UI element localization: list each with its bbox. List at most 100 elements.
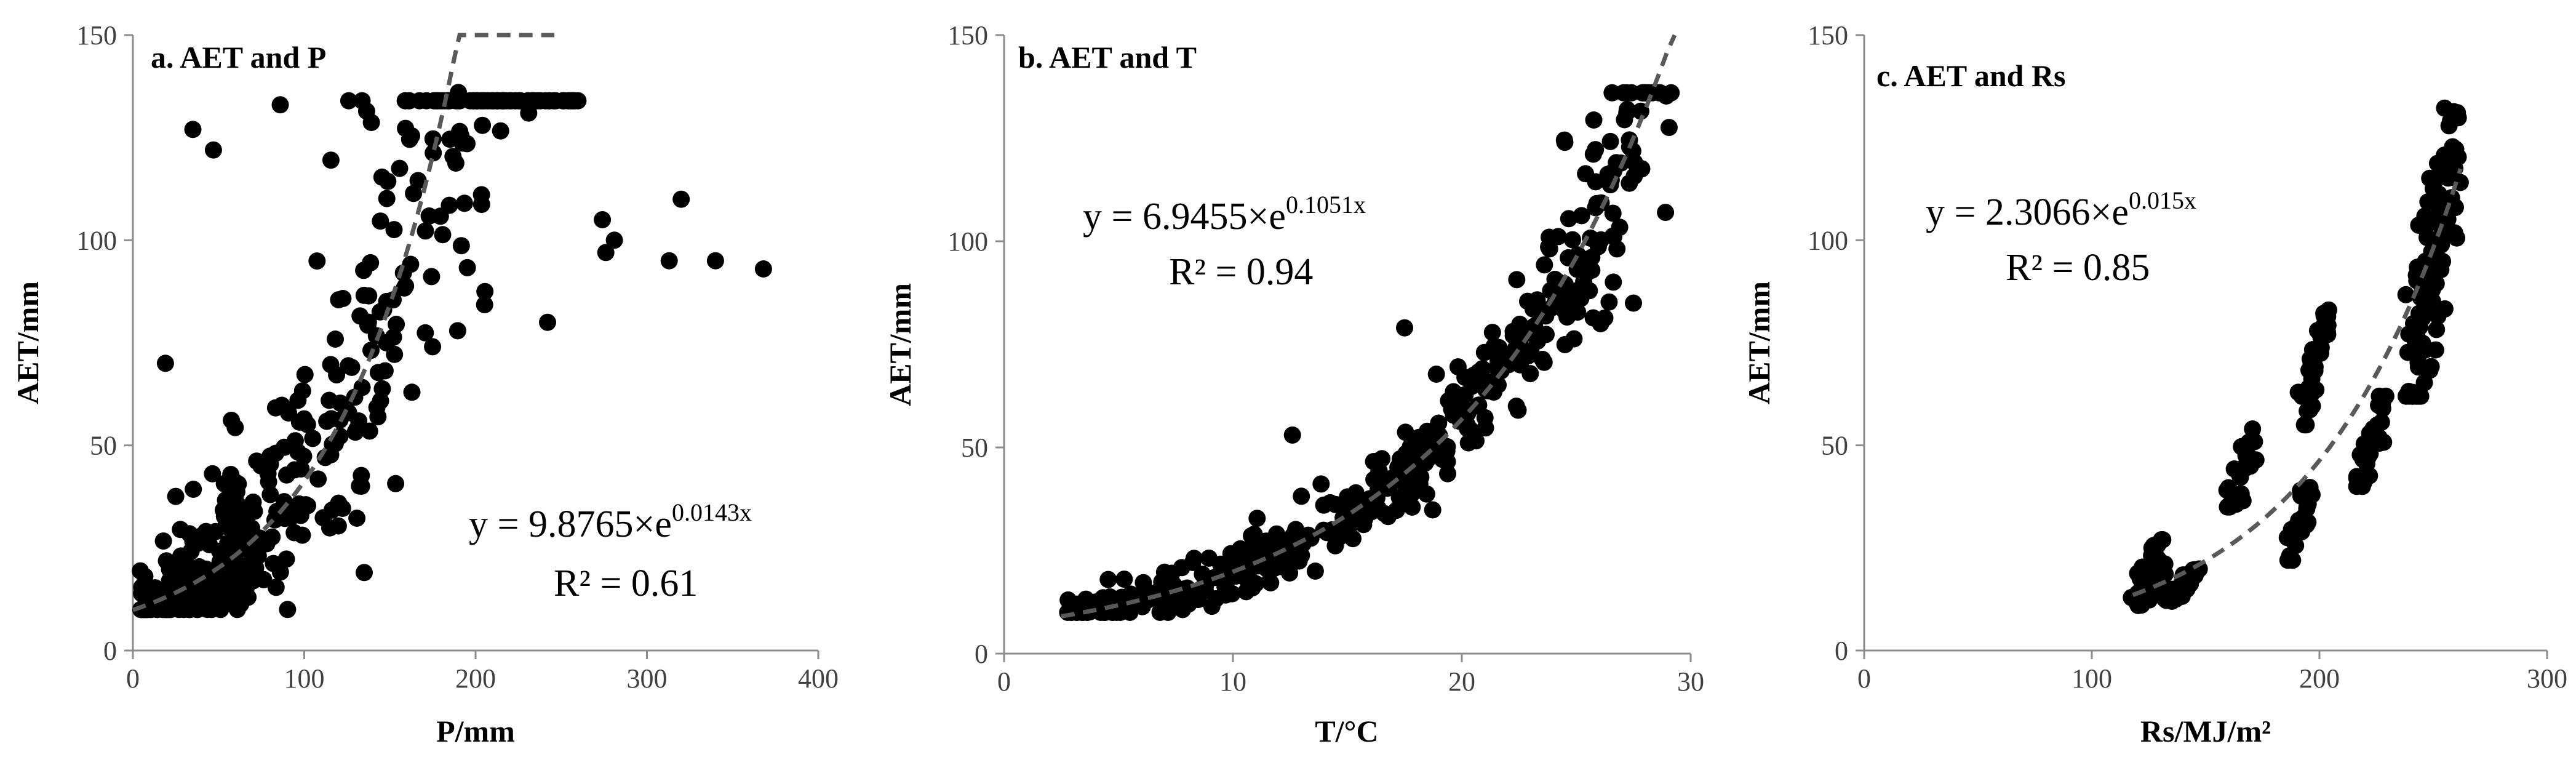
data-point	[359, 313, 377, 331]
data-point	[219, 534, 237, 552]
data-point	[1352, 507, 1370, 525]
x-tick-label: 0	[1857, 663, 1871, 694]
data-point	[536, 92, 554, 110]
data-point	[321, 391, 338, 409]
data-point	[403, 383, 421, 401]
data-point	[1556, 336, 1574, 353]
data-point	[244, 572, 262, 590]
data-point	[261, 486, 279, 503]
data-point	[1222, 545, 1240, 563]
y-tick-label: 100	[1808, 225, 1848, 255]
trend-equation: y = 2.3066×e0.015x	[1926, 186, 2196, 233]
data-point	[1294, 535, 1312, 553]
data-points	[1059, 84, 1680, 621]
data-point	[2243, 450, 2260, 468]
data-point	[2429, 230, 2447, 248]
data-point	[1542, 282, 1560, 300]
data-point	[417, 222, 434, 240]
data-point	[2397, 286, 2415, 303]
data-point	[1427, 366, 1445, 383]
data-point	[2299, 389, 2316, 407]
data-point	[391, 159, 409, 177]
data-point	[474, 116, 492, 134]
data-point	[271, 96, 289, 114]
y-axis-label: AET/mm	[883, 283, 917, 406]
data-point	[1315, 496, 1333, 514]
data-point	[243, 546, 261, 563]
r-squared: R² = 0.61	[554, 563, 698, 604]
data-point	[293, 526, 311, 544]
data-point	[401, 92, 418, 110]
data-point	[2299, 402, 2316, 420]
y-tick-label: 50	[90, 431, 117, 461]
data-point	[327, 330, 344, 348]
data-point	[1660, 119, 1678, 137]
data-point	[1558, 308, 1576, 326]
data-point	[276, 438, 293, 456]
data-point	[197, 523, 215, 540]
data-point	[1200, 549, 1218, 567]
data-point	[229, 475, 247, 493]
data-point	[1507, 340, 1525, 358]
data-point	[1608, 240, 1626, 258]
data-point	[1459, 420, 1477, 438]
data-point	[376, 362, 394, 380]
data-point	[1596, 309, 1614, 327]
data-point	[2139, 559, 2157, 577]
data-point	[2131, 595, 2149, 612]
data-point	[228, 601, 246, 619]
data-point	[295, 447, 313, 465]
data-point	[1508, 271, 1526, 289]
data-point	[267, 579, 285, 596]
data-point	[2428, 321, 2446, 338]
data-point	[1459, 434, 1477, 452]
data-point	[355, 286, 373, 304]
data-point	[378, 190, 396, 207]
data-point	[1396, 319, 1413, 337]
data-point	[520, 104, 538, 122]
data-point	[1410, 428, 1428, 446]
data-point	[2446, 159, 2463, 177]
data-point	[2372, 414, 2390, 431]
data-point	[672, 190, 690, 208]
data-point	[1261, 572, 1278, 590]
data-point	[350, 412, 368, 430]
data-point	[271, 563, 289, 581]
data-point	[2404, 387, 2422, 405]
data-point	[1387, 502, 1405, 519]
data-point	[361, 422, 378, 440]
data-point	[353, 378, 371, 396]
data-point	[1370, 462, 1388, 480]
data-point	[1397, 423, 1414, 441]
data-point	[431, 207, 449, 225]
data-point	[134, 601, 151, 619]
data-point	[154, 532, 172, 550]
data-point	[2170, 585, 2188, 603]
data-point	[1439, 465, 1456, 483]
data-point	[1618, 84, 1635, 102]
x-tick-label: 100	[2072, 663, 2112, 694]
data-point	[1605, 273, 1622, 291]
data-point	[2423, 281, 2441, 298]
equation-base: y = 6.9455×e	[1083, 196, 1286, 238]
data-point	[1416, 454, 1434, 472]
data-point	[1587, 173, 1605, 191]
data-point	[1463, 377, 1481, 395]
panel-c-aet-and-rs: 0 100 200 300 0 50 100 150 c. AET and Rs Rs/MJ/…	[1742, 20, 2567, 748]
data-point	[385, 291, 402, 309]
data-point	[2156, 555, 2174, 573]
data-point	[2429, 307, 2447, 325]
data-point	[273, 396, 291, 414]
data-point	[248, 452, 266, 470]
data-point	[473, 186, 490, 204]
y-tick-label: 100	[76, 225, 117, 255]
data-point	[1519, 292, 1536, 310]
data-point	[2143, 547, 2161, 564]
data-point	[566, 92, 584, 110]
data-point	[425, 144, 442, 162]
data-point	[2353, 478, 2371, 495]
data-point	[182, 542, 200, 560]
data-point	[2300, 361, 2318, 379]
data-point	[2446, 198, 2464, 216]
y-tick-label: 150	[76, 20, 117, 50]
